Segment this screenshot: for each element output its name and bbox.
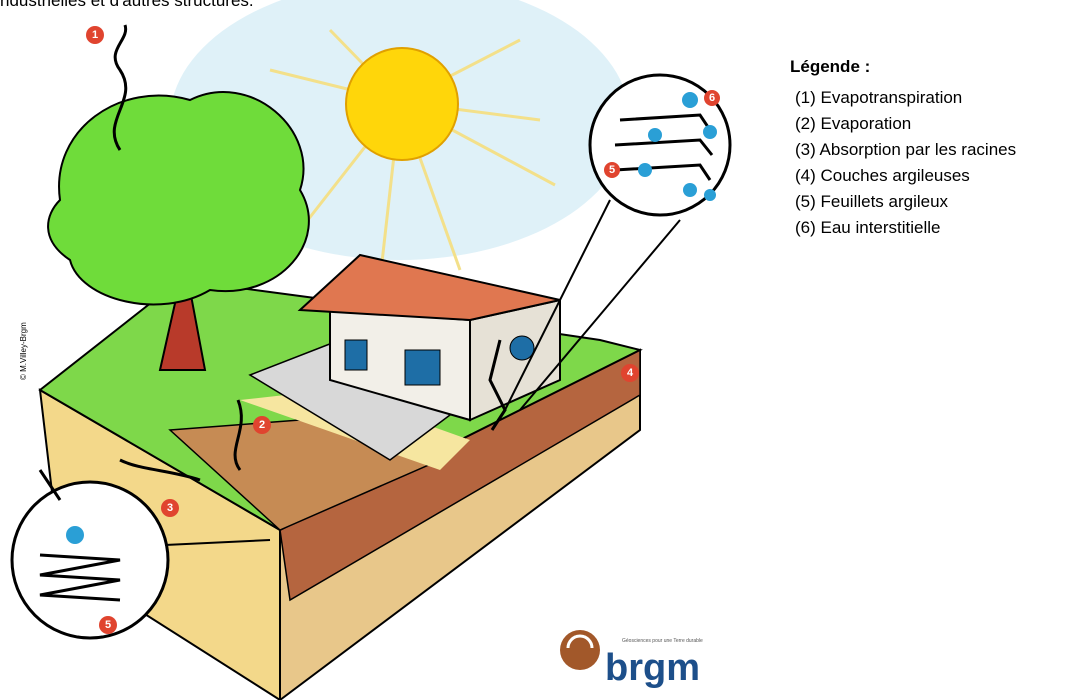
legend-item: (4) Couches argileuses <box>795 166 970 185</box>
credit: © M.Villey-Brgm <box>19 322 28 380</box>
legend-item: (6) Eau interstitielle <box>795 218 941 237</box>
logo-name: brgm <box>605 647 700 689</box>
badge: 2 <box>259 419 265 431</box>
legend-item: (3) Absorption par les racines <box>795 140 1016 159</box>
page: ndustrielles et d'autres structures. <box>0 0 1083 700</box>
window <box>510 336 534 360</box>
sun <box>346 48 458 160</box>
window <box>345 340 367 370</box>
zoom-circle <box>12 482 168 638</box>
logo: brgm Géosciences pour une Terre durable <box>560 630 703 689</box>
legend: Légende : (1) Evapotranspiration (2) Eva… <box>790 57 1016 237</box>
legend-item: (5) Feuillets argileux <box>795 192 949 211</box>
tree-canopy <box>48 92 309 304</box>
badge: 6 <box>709 92 715 104</box>
badge: 4 <box>627 367 634 379</box>
legend-item: (2) Evaporation <box>795 114 911 133</box>
badge: 1 <box>92 29 98 41</box>
legend-item: (1) Evapotranspiration <box>795 88 962 107</box>
logo-tagline: Géosciences pour une Terre durable <box>622 638 703 644</box>
window <box>405 350 440 385</box>
legend-title: Légende : <box>790 57 870 76</box>
badge: 3 <box>167 502 173 514</box>
badge: 5 <box>609 164 615 176</box>
badge: 5 <box>105 619 111 631</box>
header-text: ndustrielles et d'autres structures. <box>0 0 254 10</box>
illustration <box>12 0 730 700</box>
